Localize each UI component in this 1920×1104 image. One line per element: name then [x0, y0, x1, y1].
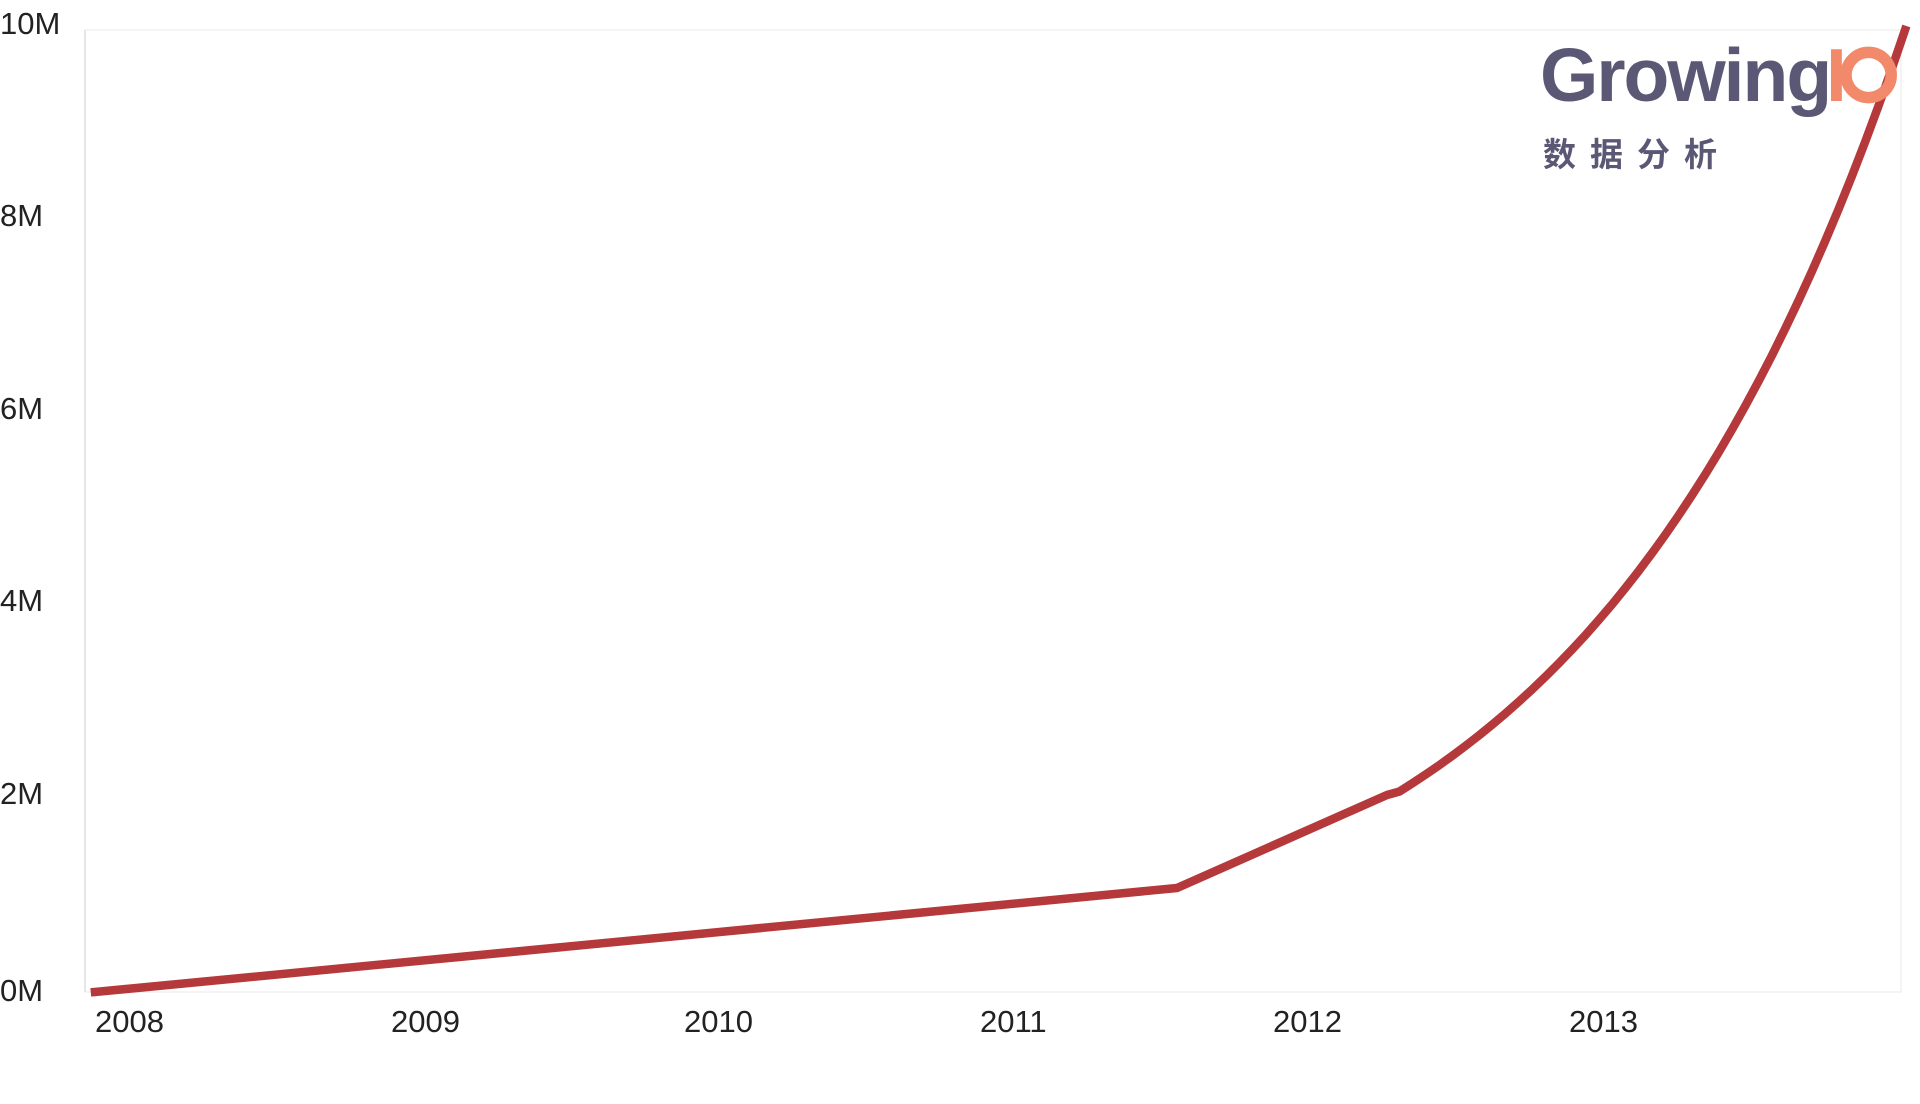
svg-text:Growing: Growing — [1540, 33, 1830, 117]
svg-text:数据分析: 数据分析 — [1543, 128, 1731, 176]
